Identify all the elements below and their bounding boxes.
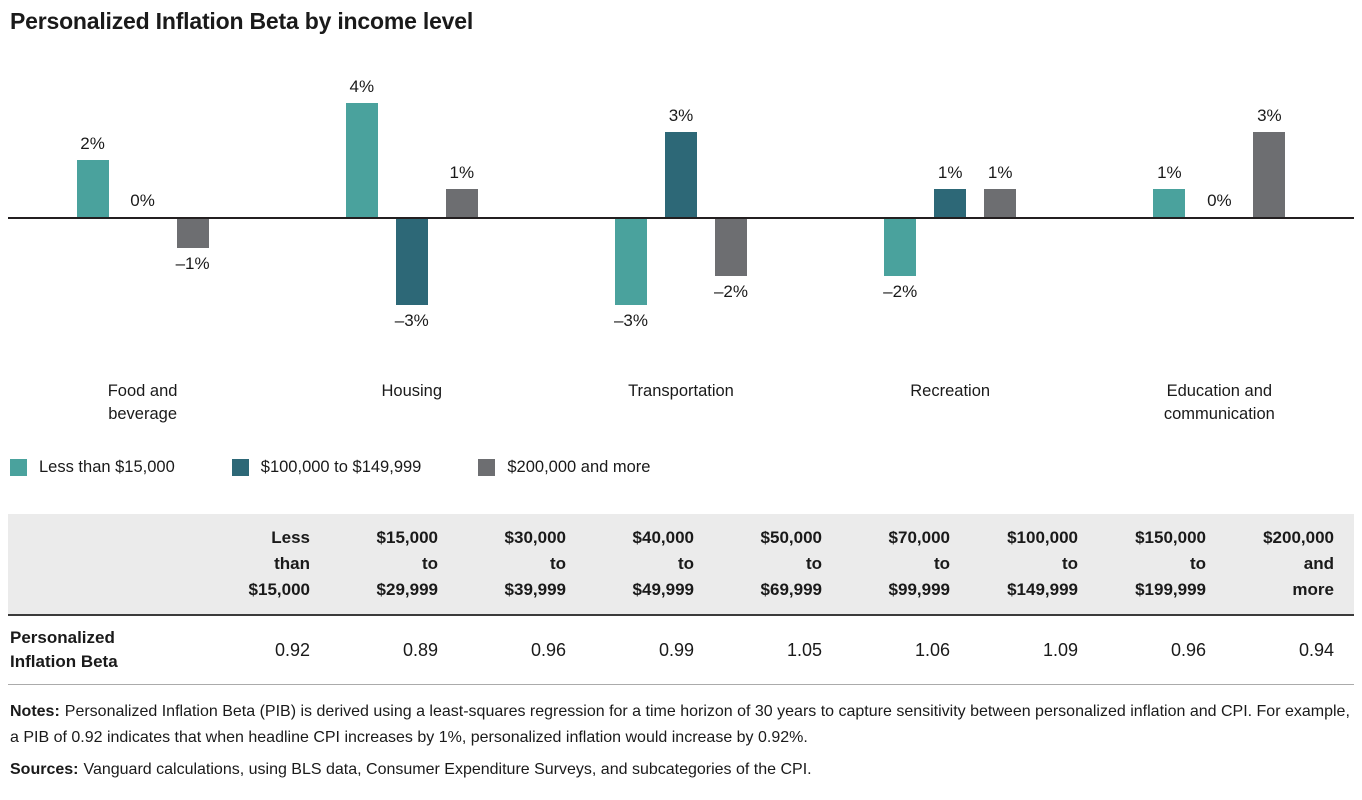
table-header-cell: $100,000 to $149,999 — [1007, 528, 1078, 599]
table-header-cell: $200,000 and more — [1263, 528, 1334, 599]
table-header-cell: $30,000 to $39,999 — [504, 528, 566, 599]
category-label: Transportation — [628, 382, 734, 400]
table-value-cell: 1.05 — [786, 639, 822, 660]
table-value-cell: 0.96 — [1170, 639, 1206, 660]
bar — [176, 219, 209, 248]
bar-value-label: 3% — [668, 105, 694, 125]
bar-value-label: –3% — [394, 310, 429, 330]
bar-value-label: 1% — [937, 162, 963, 182]
bar — [884, 219, 917, 276]
bar-value-label: 1% — [1157, 162, 1182, 182]
table-value-cell: 0.96 — [530, 639, 566, 660]
x-axis-line — [8, 217, 1354, 219]
notes-label: Notes: — [10, 703, 60, 720]
legend-item: $100,000 to $149,999 — [231, 457, 422, 477]
bar-value-label: 1% — [449, 162, 475, 182]
sources-line: Sources: Vanguard calculations, using BLS… — [10, 757, 1354, 783]
legend-label: $200,000 and more — [507, 457, 651, 476]
chart-legend: Less than $15,000 $100,000 to $149,999 $20… — [10, 458, 1362, 476]
table-value-cell: 0.94 — [1298, 639, 1334, 660]
bar — [1253, 131, 1286, 217]
bar — [664, 131, 697, 217]
bar-value-label: 0% — [130, 191, 155, 210]
bar — [345, 103, 378, 217]
table-value-cell: 0.92 — [274, 639, 310, 660]
footnotes: Notes: Personalized Inflation Beta (PIB) … — [10, 699, 1354, 783]
category-label: Education and communication — [1163, 382, 1275, 423]
category-label: Housing — [381, 382, 443, 400]
bar — [395, 219, 428, 305]
bar-chart: 2% 0% –1% 4% –3% 1% –3% 3% –2% –2% 1% 1% 1% 0% 3% — [8, 64, 1354, 344]
category-labels: Food and beverage Housing Transportation Re… — [8, 380, 1354, 426]
bar-value-label: 2% — [80, 134, 105, 153]
bar — [714, 219, 747, 276]
bar — [614, 219, 647, 305]
chart-group: 2% 0% –1% — [8, 64, 277, 344]
table-header-cell: $40,000 to $49,999 — [632, 528, 694, 599]
table-value-cell: 0.89 — [402, 639, 438, 660]
table-header-cell: $15,000 to $29,999 — [376, 528, 438, 599]
bar-value-label: –2% — [713, 282, 748, 301]
chart-group: 4% –3% 1% — [277, 64, 546, 344]
bar-value-label: 0% — [1207, 191, 1232, 210]
bar — [934, 188, 967, 217]
sources-label: Sources: — [10, 761, 79, 778]
legend-swatch-icon — [231, 458, 249, 476]
legend-label: Less than $15,000 — [39, 457, 175, 476]
bar — [445, 188, 478, 217]
bar — [984, 188, 1017, 217]
category-label: Recreation — [910, 382, 991, 400]
notes-text: Personalized Inflation Beta (PIB) is der… — [10, 703, 1350, 746]
legend-item: Less than $15,000 — [10, 458, 175, 477]
table-row-label: Personalized Inflation Beta — [10, 628, 118, 671]
table-header-row: Less than $15,000 $15,000 to $29,999 $30,0… — [8, 514, 1354, 616]
bar-value-label: –3% — [613, 310, 648, 330]
bar — [76, 160, 109, 217]
table-header-cell: $150,000 to $199,999 — [1135, 528, 1206, 599]
legend-item: $200,000 and more — [478, 458, 650, 477]
chart-group: 1% 0% 3% — [1085, 64, 1354, 344]
bar-value-label: 3% — [1257, 105, 1282, 125]
bar-value-label: –2% — [883, 282, 918, 301]
legend-swatch-icon — [478, 458, 496, 476]
table-value-cell: 1.06 — [914, 639, 950, 660]
table-data-row: Personalized Inflation Beta 0.92 0.89 0.96… — [8, 616, 1354, 685]
table-header-cell: Less than $15,000 — [248, 528, 310, 599]
table-corner-cell — [8, 525, 202, 603]
table-value-cell: 1.09 — [1042, 639, 1078, 660]
bar-value-label: 1% — [987, 162, 1013, 182]
legend-label: $100,000 to $149,999 — [260, 457, 422, 476]
bar-value-label: –1% — [175, 253, 210, 273]
sources-text: Vanguard calculations, using BLS data, C… — [83, 761, 812, 778]
table-value-cell: 0.99 — [658, 639, 694, 660]
page-title: Personalized Inflation Beta by income le… — [10, 8, 474, 34]
chart-group: –3% 3% –2% — [546, 64, 815, 344]
chart-group: –2% 1% 1% — [816, 64, 1085, 344]
legend-swatch-icon — [10, 458, 27, 476]
bar — [1153, 188, 1186, 217]
category-label: Food and beverage — [107, 382, 178, 423]
notes-line: Notes: Personalized Inflation Beta (PIB) … — [10, 699, 1354, 751]
bar-value-label: 4% — [349, 77, 375, 96]
table-header-cell: $50,000 to $69,999 — [760, 528, 822, 599]
pib-table: Less than $15,000 $15,000 to $29,999 $30,0… — [8, 514, 1354, 685]
table-header-cell: $70,000 to $99,999 — [888, 528, 950, 599]
